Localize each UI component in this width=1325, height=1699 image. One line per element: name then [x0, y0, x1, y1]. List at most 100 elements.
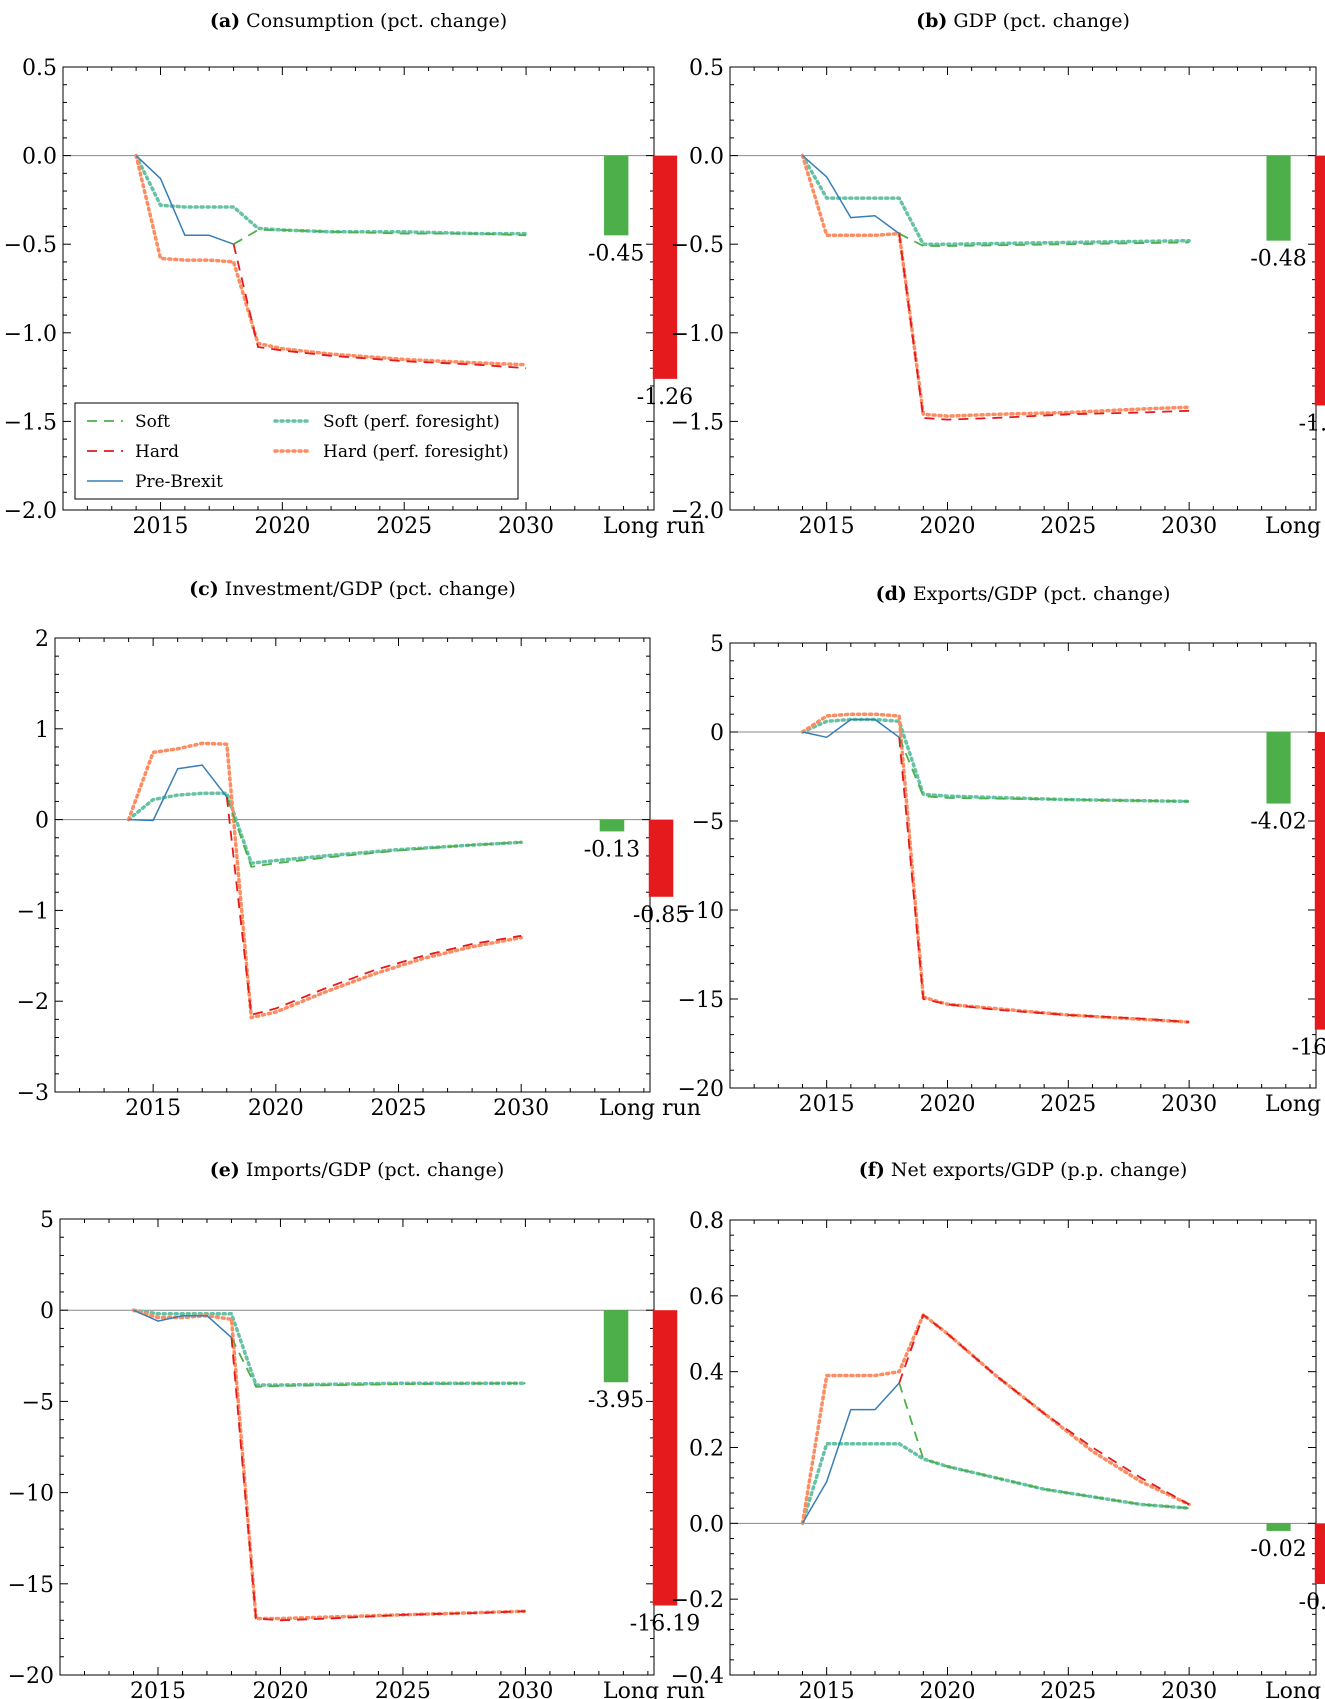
- y-tick-label: −5: [692, 810, 724, 835]
- long-run-label-hard: -16.72: [1292, 1036, 1325, 1061]
- long-run-tick-label: Long run: [1265, 1092, 1325, 1117]
- panel-title-text: Imports/GDP (pct. change): [240, 1159, 504, 1181]
- chart-panel-1: (a) Consumption (pct. change) 0.5 0.0 −0.5 −…: [4, 10, 705, 539]
- y-tick-label: −15: [8, 1573, 54, 1598]
- panel-letter: (c): [189, 578, 219, 600]
- y-tick-label: −0.5: [4, 233, 57, 258]
- long-run-label-soft: -3.95: [588, 1388, 644, 1413]
- series-line-pre-brexit: [128, 764, 228, 822]
- x-tick-label: 2025: [1040, 514, 1096, 539]
- plot-frame: [729, 1219, 1317, 1676]
- y-tick-label: 0.5: [22, 56, 57, 81]
- chart-panel-5: (e) Imports/GDP (pct. change) 5 0 −5 −10 −15 −…: [8, 1159, 705, 1699]
- long-run-bar-soft: [603, 1310, 629, 1383]
- panel-title: (a) Consumption (pct. change): [210, 10, 507, 32]
- x-tick-label: 2015: [799, 1679, 855, 1699]
- panel-letter: (d): [876, 583, 907, 605]
- y-tick-label: 1: [35, 718, 49, 743]
- series-line-pre-brexit: [135, 155, 234, 245]
- plot-frame: [729, 66, 1317, 511]
- panel-letter: (f): [859, 1159, 885, 1181]
- y-tick-label: −1.0: [671, 322, 724, 347]
- y-tick-label: 5: [710, 632, 724, 657]
- panel-title-text: Exports/GDP (pct. change): [907, 583, 1171, 605]
- x-tick-label: 2030: [1161, 1092, 1217, 1117]
- long-run-label-soft: -0.13: [584, 837, 640, 862]
- y-tick-label: 0.5: [689, 56, 724, 81]
- series-line-soft-perf-foresight: [800, 1441, 1191, 1526]
- y-tick-label: −0.2: [671, 1588, 724, 1613]
- panel-title-text: Consumption (pct. change): [240, 10, 507, 32]
- plot-frame: [59, 1218, 655, 1676]
- series-line-soft: [225, 796, 522, 868]
- plot-frame: [729, 642, 1317, 1089]
- series-line-pre-brexit: [133, 1309, 232, 1339]
- x-tick-label: 2025: [376, 514, 432, 539]
- y-tick-label: −10: [8, 1482, 54, 1507]
- panel-title: (e) Imports/GDP (pct. change): [210, 1159, 505, 1181]
- panel-letter: (e): [210, 1159, 240, 1181]
- series-line-hard: [898, 233, 1190, 421]
- long-run-label-hard: -0.85: [633, 903, 689, 928]
- panel-title-text: Investment/GDP (pct. change): [219, 578, 516, 600]
- series-line-pre-brexit: [802, 155, 900, 235]
- y-tick-label: −2: [17, 990, 49, 1015]
- long-run-bar-hard: [648, 819, 674, 897]
- y-tick-label: 0.6: [689, 1285, 724, 1310]
- y-tick-label: −0.5: [671, 233, 724, 258]
- y-tick-label: −1.0: [4, 322, 57, 347]
- x-tick-label: 2025: [1040, 1679, 1096, 1699]
- series-line-hard-perf-foresight: [126, 741, 523, 1020]
- x-tick-label: 2025: [375, 1679, 431, 1699]
- long-run-bar-soft: [599, 819, 625, 832]
- x-tick-label: 2020: [252, 1679, 308, 1699]
- chart-panel-2: (b) GDP (pct. change) 0.5 0.0 −0.5 −1.0 −1.5 −…: [671, 10, 1325, 539]
- x-tick-label: 2030: [497, 1679, 553, 1699]
- y-tick-label: −1.5: [671, 410, 724, 435]
- y-tick-label: −1: [17, 899, 49, 924]
- series-line-pre-brexit: [802, 718, 900, 739]
- series-line-soft: [230, 1337, 526, 1388]
- long-run-label-hard: -1.41: [1299, 411, 1325, 436]
- y-tick-label: 0.4: [689, 1361, 724, 1386]
- x-tick-label: 2015: [130, 1679, 186, 1699]
- series-line-hard: [230, 1337, 526, 1622]
- legend: Soft Hard Pre-Brexit Soft (perf. foresight)…: [74, 402, 519, 500]
- series-line-hard-perf-foresight: [800, 153, 1191, 418]
- x-tick-label: 2020: [248, 1096, 304, 1121]
- long-run-tick-label: Long run: [1265, 514, 1325, 539]
- y-tick-label: 0.0: [22, 145, 57, 170]
- legend-label-pre-brexit: Pre-Brexit: [135, 472, 223, 492]
- x-tick-label: 2020: [919, 514, 975, 539]
- long-run-label-soft: -0.48: [1250, 247, 1306, 272]
- long-run-label-soft: -0.02: [1250, 1537, 1306, 1562]
- y-tick-label: 0.2: [689, 1437, 724, 1462]
- long-run-label-soft: -4.02: [1250, 810, 1306, 835]
- y-tick-label: −20: [8, 1664, 54, 1689]
- chart-panel-6: (f) Net exports/GDP (p.p. change) 0.8 0.6 0…: [671, 1159, 1325, 1699]
- long-run-tick-label: Long run: [603, 514, 705, 539]
- panel-title-text: Net exports/GDP (p.p. change): [885, 1159, 1187, 1181]
- series-line-hard-perf-foresight: [800, 1313, 1191, 1526]
- long-run-tick-label: Long run: [1265, 1679, 1325, 1699]
- series-line-soft-perf-foresight: [800, 153, 1191, 246]
- long-run-bar-soft: [1266, 155, 1291, 241]
- y-tick-label: −1.5: [4, 410, 57, 435]
- panel-letter: (b): [916, 10, 947, 32]
- y-tick-label: 5: [40, 1208, 54, 1233]
- series-line-hard: [898, 1313, 1190, 1506]
- y-tick-label: −2.0: [671, 499, 724, 524]
- series-line-soft-perf-foresight: [126, 791, 523, 865]
- y-tick-label: 2: [35, 627, 49, 652]
- legend-label-soft-perf-foresight: Soft (perf. foresight): [323, 412, 500, 432]
- x-tick-label: 2025: [371, 1096, 427, 1121]
- series-line-hard-perf-foresight: [131, 1308, 528, 1621]
- y-tick-label: −20: [678, 1077, 724, 1102]
- long-run-bar-hard: [652, 1310, 678, 1606]
- x-tick-label: 2030: [1161, 514, 1217, 539]
- x-tick-label: 2020: [254, 514, 310, 539]
- series-line-pre-brexit: [801, 1382, 900, 1524]
- x-tick-label: 2030: [493, 1096, 549, 1121]
- panel-title: (f) Net exports/GDP (p.p. change): [859, 1159, 1188, 1181]
